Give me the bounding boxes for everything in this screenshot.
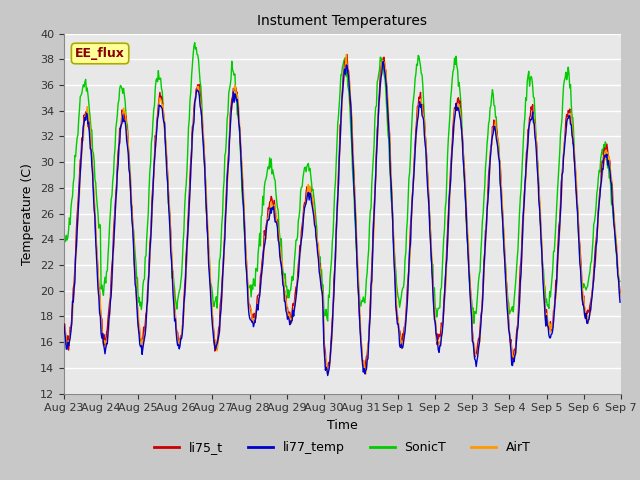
AirT xyxy=(342,51,350,57)
li77_temp xyxy=(60,321,68,326)
SonicT xyxy=(214,286,221,291)
AirT xyxy=(362,372,369,377)
li77_temp xyxy=(213,341,221,347)
AirT xyxy=(70,289,78,295)
SonicT xyxy=(127,202,135,208)
SonicT xyxy=(427,229,435,235)
li77_temp xyxy=(324,372,332,378)
li75_t xyxy=(127,201,135,207)
li77_temp xyxy=(412,148,419,154)
AirT xyxy=(60,320,68,325)
X-axis label: Time: Time xyxy=(327,419,358,432)
li75_t xyxy=(213,339,221,345)
Legend: li75_t, li77_temp, SonicT, AirT: li75_t, li77_temp, SonicT, AirT xyxy=(148,436,536,459)
Line: li77_temp: li77_temp xyxy=(64,61,620,375)
li75_t xyxy=(428,254,435,260)
li77_temp xyxy=(127,204,135,210)
li77_temp xyxy=(428,254,435,260)
Line: AirT: AirT xyxy=(64,54,620,374)
SonicT xyxy=(184,148,191,154)
SonicT xyxy=(70,175,78,180)
AirT xyxy=(428,245,435,251)
li75_t xyxy=(60,322,68,327)
li77_temp xyxy=(70,285,78,291)
SonicT xyxy=(470,320,477,326)
SonicT xyxy=(410,88,418,94)
li77_temp xyxy=(616,300,624,305)
li75_t xyxy=(343,52,351,58)
li77_temp xyxy=(380,59,387,64)
Title: Instument Temperatures: Instument Temperatures xyxy=(257,14,428,28)
li75_t xyxy=(361,368,369,373)
AirT xyxy=(616,293,624,299)
AirT xyxy=(184,232,191,238)
li75_t xyxy=(70,281,78,287)
Y-axis label: Temperature (C): Temperature (C) xyxy=(22,163,35,264)
Text: EE_flux: EE_flux xyxy=(75,47,125,60)
li75_t xyxy=(412,142,419,147)
SonicT xyxy=(616,278,624,284)
Line: li75_t: li75_t xyxy=(64,55,620,371)
SonicT xyxy=(191,40,198,46)
AirT xyxy=(412,148,419,154)
AirT xyxy=(127,189,135,194)
Line: SonicT: SonicT xyxy=(64,43,620,323)
li77_temp xyxy=(184,232,191,238)
li75_t xyxy=(184,224,191,230)
li75_t xyxy=(616,290,624,296)
AirT xyxy=(213,348,221,354)
SonicT xyxy=(60,240,68,246)
